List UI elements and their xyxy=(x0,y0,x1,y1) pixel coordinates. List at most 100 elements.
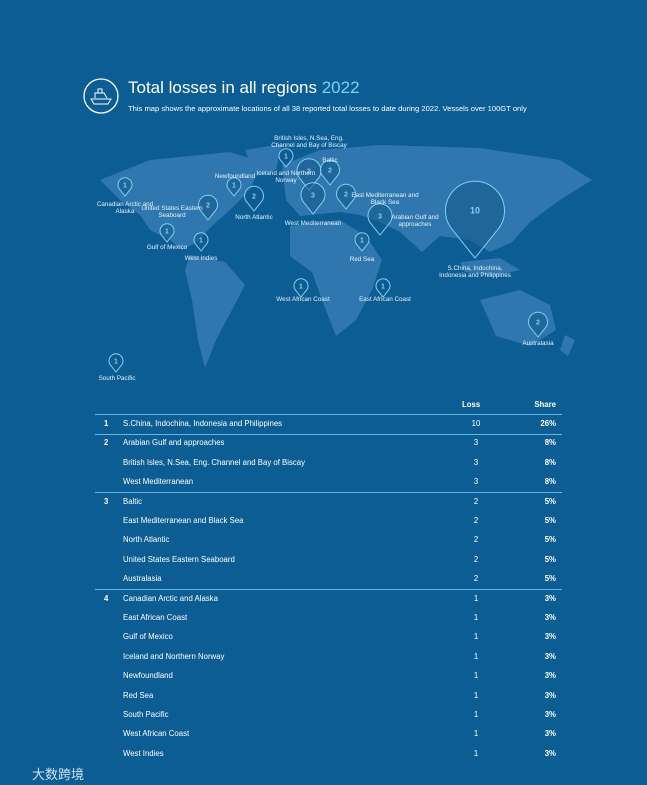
pin-count: 2 xyxy=(328,167,332,174)
share: 5% xyxy=(544,554,556,564)
pin-count: 3 xyxy=(311,192,315,199)
loss: 1 xyxy=(473,651,479,661)
loss: 1 xyxy=(473,593,479,603)
share: 3% xyxy=(544,593,556,603)
pin xyxy=(528,311,548,338)
loss: 2 xyxy=(473,574,479,584)
pin-count: 1 xyxy=(114,358,118,365)
share: 3% xyxy=(544,632,556,642)
region: West African Coast xyxy=(123,729,190,739)
region: Australasia xyxy=(123,574,162,584)
pin xyxy=(336,183,356,210)
loss: 3 xyxy=(473,457,479,467)
separator xyxy=(95,491,562,493)
share: 3% xyxy=(544,748,556,758)
separator xyxy=(95,588,562,590)
pin-label: Australasia xyxy=(522,340,554,347)
pin-count: 1 xyxy=(381,283,385,290)
watermark: 大数跨境 xyxy=(32,767,85,782)
pin xyxy=(159,223,175,243)
title-line: Total losses in all regions 2022 xyxy=(128,78,360,98)
share: 5% xyxy=(544,496,556,506)
ship-icon-ring xyxy=(83,78,119,114)
share: 5% xyxy=(544,574,556,584)
eurasia xyxy=(282,145,592,252)
region: British Isles, N.Sea, Eng. Channel and B… xyxy=(123,457,306,467)
share: 3% xyxy=(544,690,556,700)
share: 3% xyxy=(544,613,556,622)
column-header: Loss xyxy=(462,400,481,409)
share: 3% xyxy=(544,651,556,661)
loss: 1 xyxy=(473,671,479,681)
world-map: 1 2 1 2 1 1 3 1 2 3 2 3 1 10 1 1 2 1 xyxy=(83,78,592,373)
region: Baltic xyxy=(123,496,143,506)
pin xyxy=(193,232,209,252)
region: Newfoundland xyxy=(123,671,173,681)
pin-label: Baltic xyxy=(322,157,338,164)
region: West Indies xyxy=(123,748,164,758)
loss: 2 xyxy=(473,535,479,545)
column-header: Share xyxy=(534,400,556,409)
loss: 2 xyxy=(473,554,479,564)
separator xyxy=(95,433,562,435)
pin-count: 3 xyxy=(378,213,382,220)
pin-label: Canadian Arctic and Alaska xyxy=(96,201,154,216)
pin-count: 2 xyxy=(344,191,348,198)
pin-label: Iceland and Northern Norway xyxy=(256,170,316,185)
region: Red Sea xyxy=(123,690,154,700)
share: 5% xyxy=(544,535,556,545)
pin-label: British Isles, N.Sea, Eng. Channel and B… xyxy=(271,135,347,150)
pin-count: 2 xyxy=(206,202,210,209)
pin xyxy=(296,158,322,191)
title-year: 2022 xyxy=(321,78,360,97)
separator xyxy=(95,414,562,415)
share: 3% xyxy=(544,729,556,739)
region: Gulf of Mexico xyxy=(123,632,173,642)
rank: 4 xyxy=(104,593,109,603)
pin-count: 1 xyxy=(199,237,203,244)
subtitle: This map shows the approximate locations… xyxy=(128,104,527,113)
pin xyxy=(117,177,133,197)
loss: 10 xyxy=(471,419,481,428)
pin-label: Red Sea xyxy=(349,256,375,263)
title: Total losses in all regions xyxy=(128,78,317,97)
region: Iceland and Northern Norway xyxy=(123,651,225,661)
pin-count: 1 xyxy=(232,182,236,189)
rank: 2 xyxy=(104,438,109,448)
share: 5% xyxy=(544,516,556,525)
pin-count: 1 xyxy=(360,237,364,244)
pin-label: West Mediterranean xyxy=(284,220,342,227)
pin xyxy=(300,182,326,215)
indonesia xyxy=(460,258,520,276)
loss: 3 xyxy=(473,477,479,487)
pin-label: Gulf of Mexico xyxy=(146,244,188,251)
loss: 1 xyxy=(473,748,479,758)
pin-count: 1 xyxy=(284,153,288,160)
pin-count: 1 xyxy=(299,283,303,290)
pin-count: 10 xyxy=(470,205,480,215)
pin-label: North Atlantic xyxy=(235,214,273,221)
pin xyxy=(108,353,124,373)
pin xyxy=(226,177,242,197)
share: 26% xyxy=(540,419,556,428)
pin-label: East African Coast xyxy=(359,296,411,303)
loss: 2 xyxy=(473,516,479,525)
pin-label: Arabian Gulf and approaches xyxy=(391,214,439,229)
pin-count: 1 xyxy=(123,182,127,189)
pin-count: 3 xyxy=(307,168,311,175)
loss: 1 xyxy=(473,690,479,700)
region: S.China, Indochina, Indonesia and Philip… xyxy=(123,419,283,428)
pin-label: West African Coast xyxy=(276,296,330,303)
region: Canadian Arctic and Alaska xyxy=(123,593,218,603)
loss: 1 xyxy=(473,632,479,642)
pin-label: United States Eastern Seaboard xyxy=(141,205,203,220)
pin-label: East Mediterranean and Black Sea xyxy=(351,192,419,207)
region: United States Eastern Seaboard xyxy=(123,554,235,564)
pin xyxy=(354,232,370,252)
region: East African Coast xyxy=(123,613,188,622)
loss: 1 xyxy=(473,613,479,622)
pin xyxy=(278,148,294,168)
share: 3% xyxy=(544,710,556,719)
pin xyxy=(445,180,505,259)
pin xyxy=(375,278,391,298)
